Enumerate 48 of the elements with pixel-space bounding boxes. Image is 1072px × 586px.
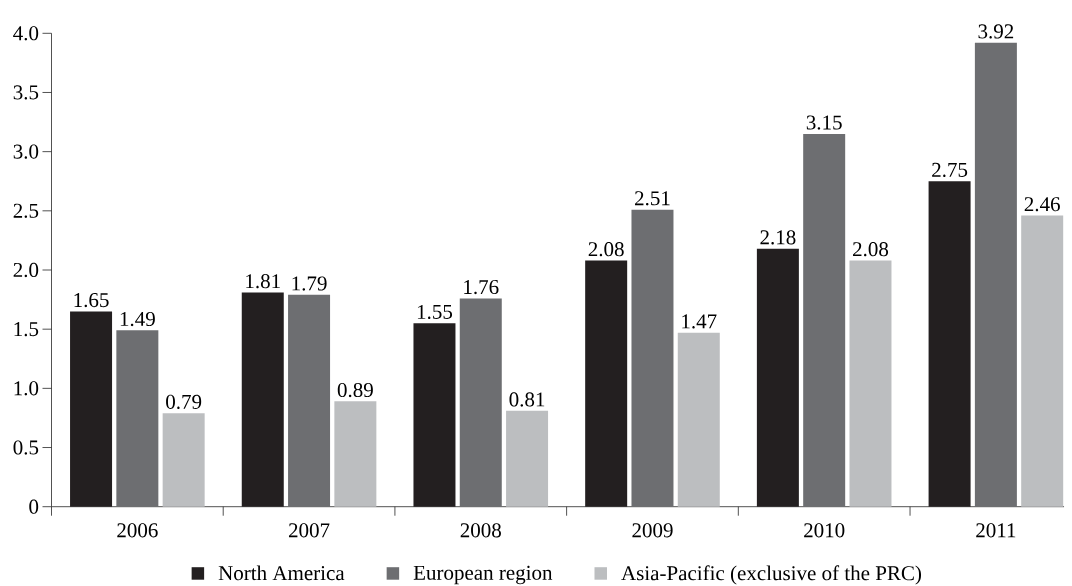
- data-label: 2.51: [635, 191, 670, 206]
- bar: [974, 42, 1017, 507]
- x-tick-label: 2006: [117, 523, 158, 538]
- data-label: 2.75: [932, 162, 968, 178]
- x-tick-label: 2010: [804, 523, 845, 538]
- x-tick-label: 2009: [632, 523, 673, 538]
- x-tick-label: 2007: [288, 523, 330, 538]
- y-tick-label: 2.0: [13, 262, 39, 278]
- data-label: 1.55: [417, 304, 453, 320]
- data-label: 1.47: [682, 314, 717, 329]
- y-tick-label: 2.5: [13, 203, 39, 218]
- legend-label: Asia-Pacific (exclusive of the PRC): [621, 565, 922, 585]
- y-tick-label: 0: [29, 499, 39, 514]
- bar: [849, 260, 892, 507]
- bar: [677, 332, 720, 507]
- data-label: 3.92: [978, 24, 1014, 39]
- y-tick-label: 1.0: [14, 381, 39, 396]
- data-label: 2.08: [588, 242, 624, 257]
- legend-label: North America: [218, 565, 345, 581]
- bar: [459, 298, 502, 507]
- y-tick-label: 3.0: [13, 144, 39, 159]
- data-label: 0.81: [509, 392, 545, 407]
- y-tick-label: 0.5: [13, 440, 39, 455]
- data-label: 1.76: [464, 280, 499, 295]
- y-tick-label: 3.5: [13, 85, 39, 100]
- data-label: 3.15: [806, 115, 842, 130]
- bar: [631, 209, 674, 507]
- data-label: 2.08: [853, 242, 889, 257]
- bar: [288, 294, 331, 507]
- data-label: 0.89: [337, 382, 373, 398]
- bar: [116, 330, 159, 507]
- y-tick-label: 4.0: [13, 26, 39, 41]
- data-label: 2.46: [1024, 197, 1060, 212]
- data-label: 2.18: [760, 230, 796, 245]
- data-label: 1.65: [74, 293, 109, 308]
- x-tick-label: 2008: [460, 523, 501, 538]
- data-label: 1.79: [292, 276, 327, 291]
- bar: [334, 401, 377, 507]
- bar: [162, 413, 205, 507]
- y-tick-label: 1.5: [14, 322, 39, 337]
- legend-label: European region: [413, 565, 553, 585]
- data-label: 1.81: [246, 274, 280, 289]
- bar: [803, 133, 846, 507]
- bar: [506, 410, 549, 507]
- data-label: 1.49: [120, 311, 155, 327]
- x-tick-label: 2011: [976, 523, 1016, 538]
- data-label: 0.79: [166, 394, 202, 409]
- bar: [1021, 215, 1064, 507]
